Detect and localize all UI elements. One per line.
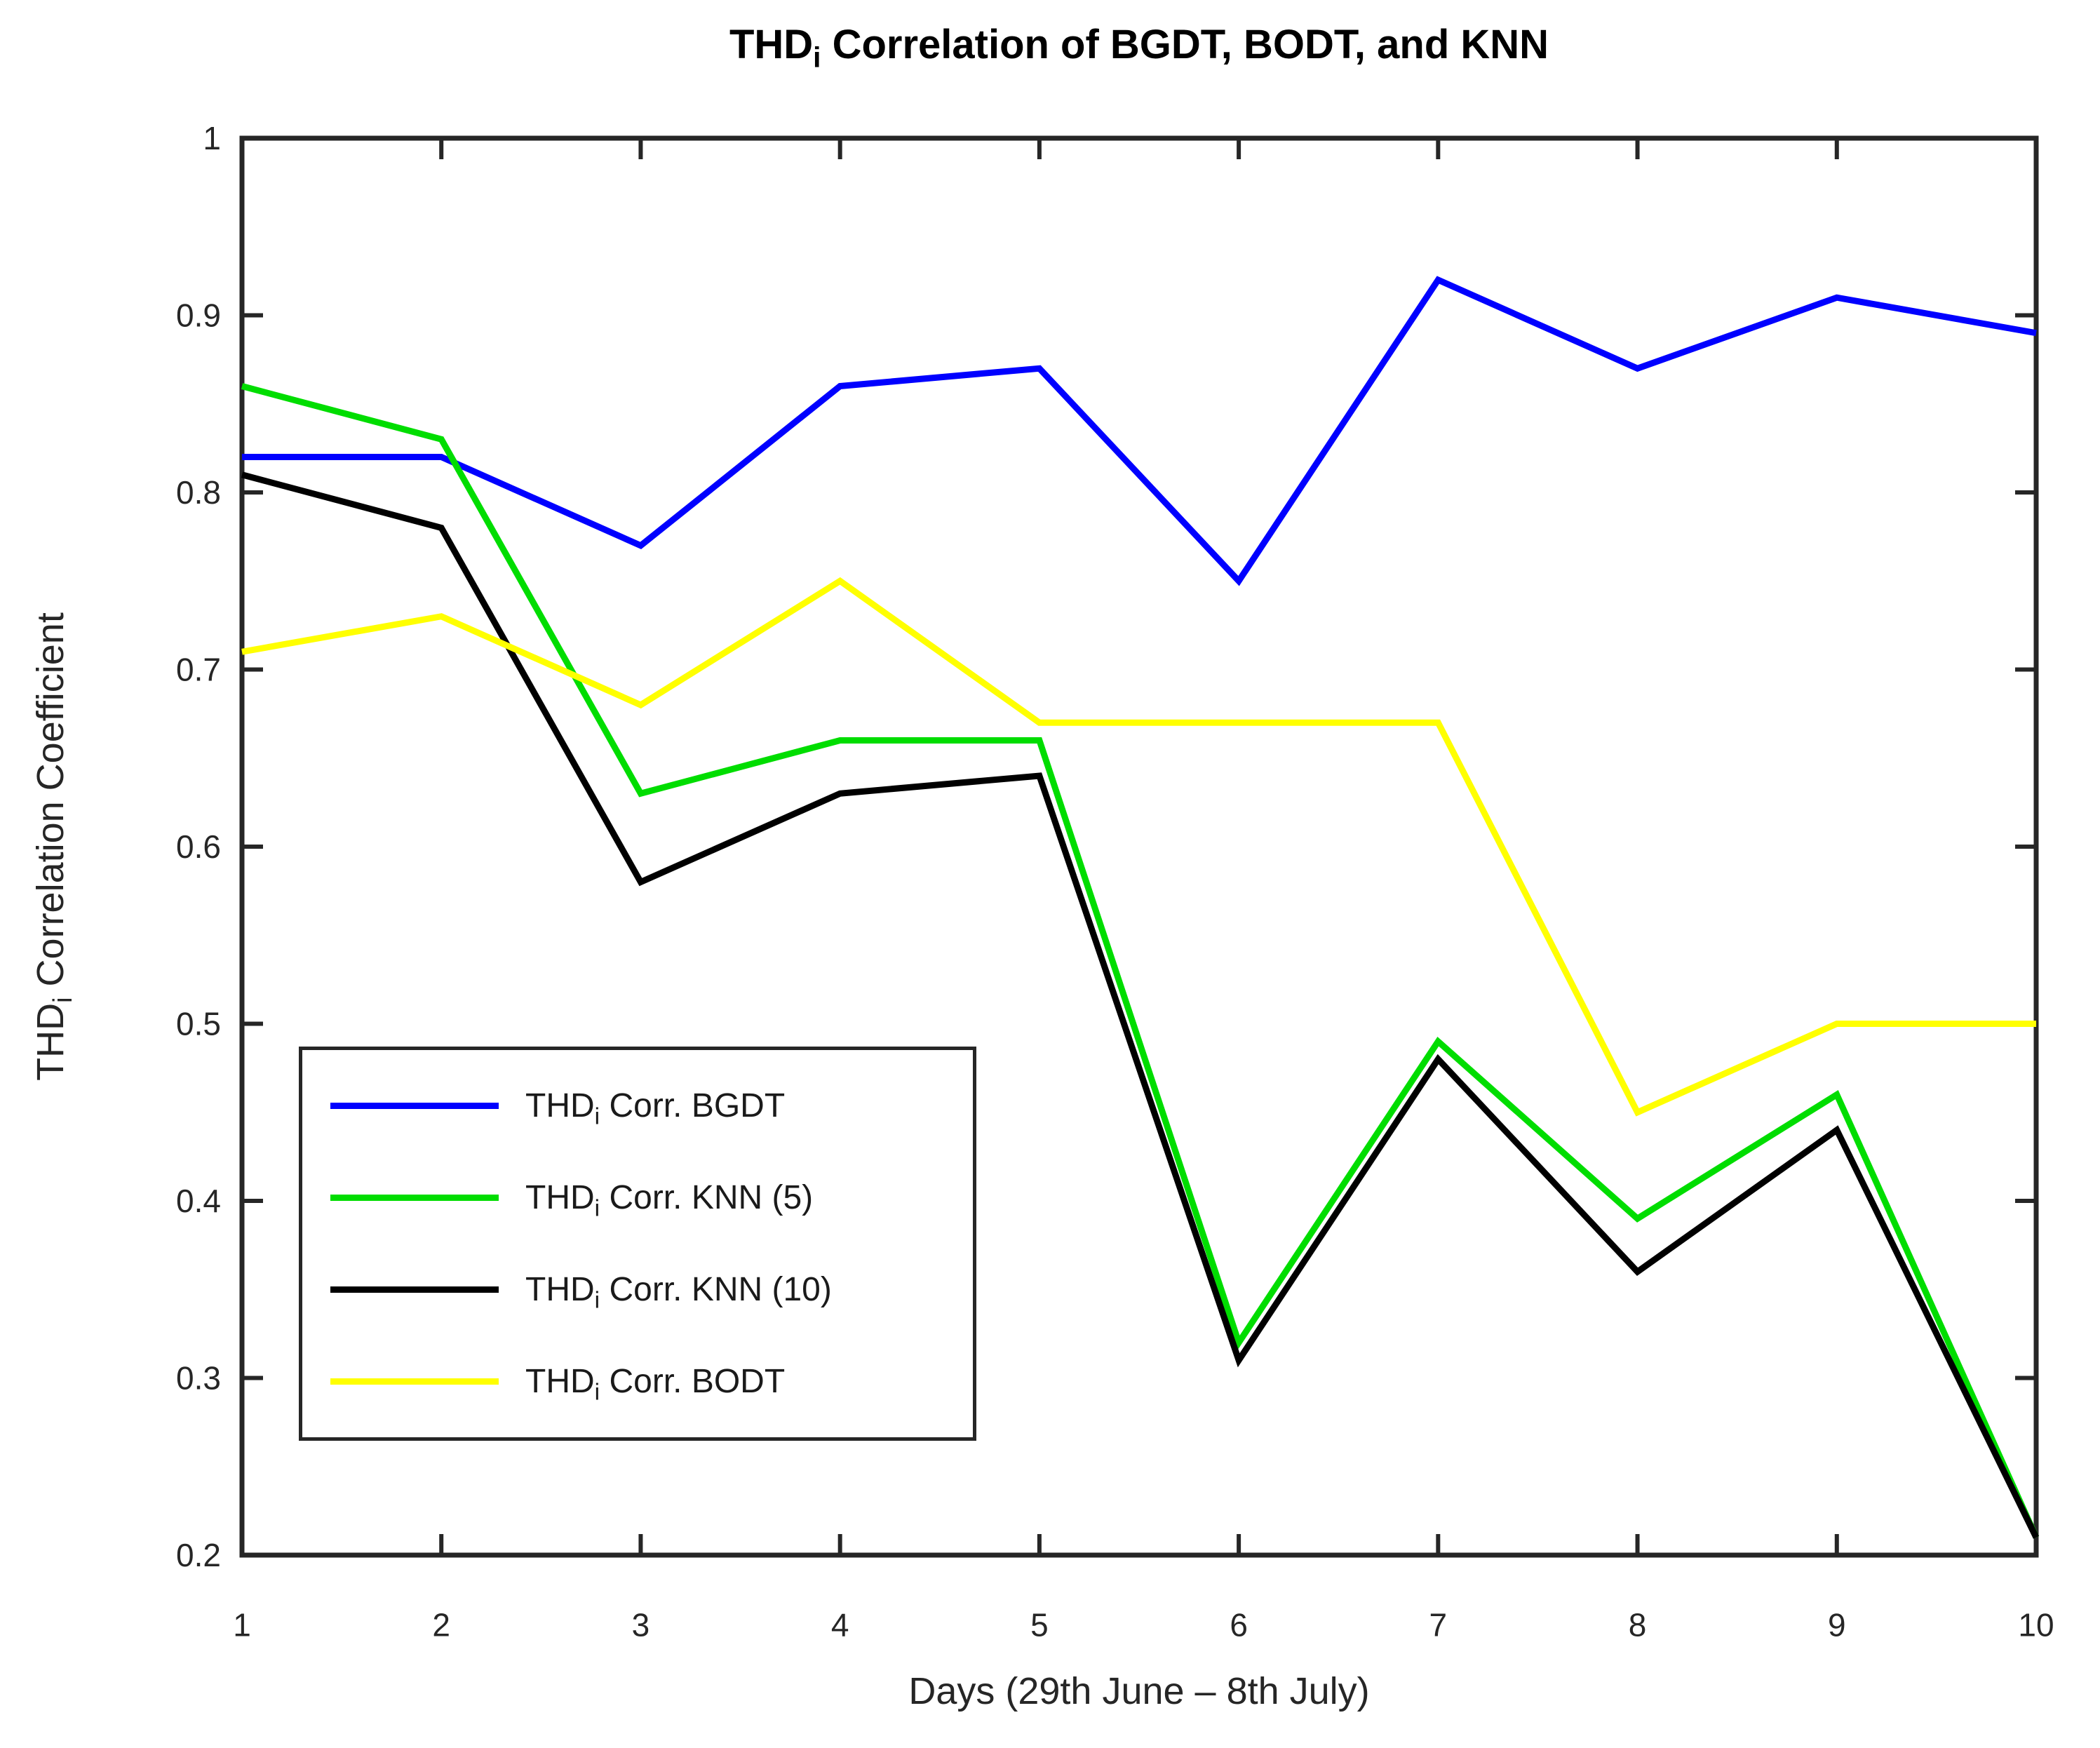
x-axis-label: Days (29th June – 8th July) — [242, 1669, 2036, 1713]
chart-title: THDi Correlation of BGDT, BODT, and KNN — [242, 21, 2036, 72]
legend-label-knn10: THDi Corr. KNN (10) — [525, 1271, 832, 1314]
x-tick-label: 6 — [1230, 1607, 1248, 1643]
x-tick-label: 2 — [432, 1607, 450, 1643]
series-line-0 — [242, 276, 2037, 586]
legend-line-sample-bgdt — [330, 1103, 499, 1109]
y-tick-label: 1 — [203, 120, 221, 156]
x-tick-label: 8 — [1629, 1607, 1647, 1643]
legend-label-bodt: THDi Corr. BODT — [525, 1363, 786, 1406]
y-axis-label-text: THD — [29, 1002, 72, 1081]
x-tick-label: 10 — [2018, 1607, 2054, 1643]
chart-title-subscript: i — [813, 41, 821, 74]
y-tick-label: 0.2 — [176, 1537, 221, 1573]
legend-item-knn10: THDi Corr. KNN (10) — [302, 1270, 973, 1314]
y-axis-label-text-rest: Correlation Coefficient — [29, 612, 72, 997]
x-tick-label: 5 — [1030, 1607, 1049, 1643]
series-line-3 — [241, 577, 2036, 1117]
legend-item-bodt: THDi Corr. BODT — [302, 1362, 973, 1406]
y-axis-label: THDi Correlation Coefficient — [29, 612, 78, 1081]
legend-box: THDi Corr. BGDT THDi Corr. KNN (5) THDi … — [299, 1047, 976, 1441]
y-tick-label: 0.6 — [176, 828, 221, 865]
legend-item-bgdt: THDi Corr. BGDT — [302, 1087, 973, 1130]
y-tick-label: 0.4 — [176, 1183, 221, 1219]
x-tick-label: 4 — [831, 1607, 849, 1643]
y-tick-label: 0.5 — [176, 1006, 221, 1042]
x-tick-label: 3 — [632, 1607, 650, 1643]
chart-title-text-rest: Correlation of BGDT, BODT, and KNN — [821, 22, 1549, 67]
series-line-1 — [241, 383, 2040, 1539]
x-tick-label: 9 — [1828, 1607, 1846, 1643]
y-axis-label-subscript: i — [48, 997, 78, 1003]
y-tick-label: 0.9 — [176, 297, 221, 334]
legend-label-knn5: THDi Corr. KNN (5) — [525, 1179, 814, 1222]
legend-label-bgdt: THDi Corr. BGDT — [525, 1087, 786, 1130]
y-tick-label: 0.7 — [176, 652, 221, 688]
legend-item-knn5: THDi Corr. KNN (5) — [302, 1178, 973, 1222]
legend-line-sample-knn10 — [330, 1286, 499, 1293]
x-tick-label: 1 — [233, 1607, 251, 1643]
y-tick-label: 0.8 — [176, 474, 221, 511]
legend-line-sample-bodt — [330, 1378, 499, 1385]
x-tick-label: 7 — [1429, 1607, 1448, 1643]
chart-title-text: THD — [729, 22, 814, 67]
y-tick-label: 0.3 — [176, 1360, 221, 1397]
series-line-2 — [241, 471, 2040, 1539]
x-axis-label-text: Days (29th June – 8th July) — [908, 1670, 1370, 1712]
legend-line-sample-knn5 — [330, 1195, 499, 1201]
